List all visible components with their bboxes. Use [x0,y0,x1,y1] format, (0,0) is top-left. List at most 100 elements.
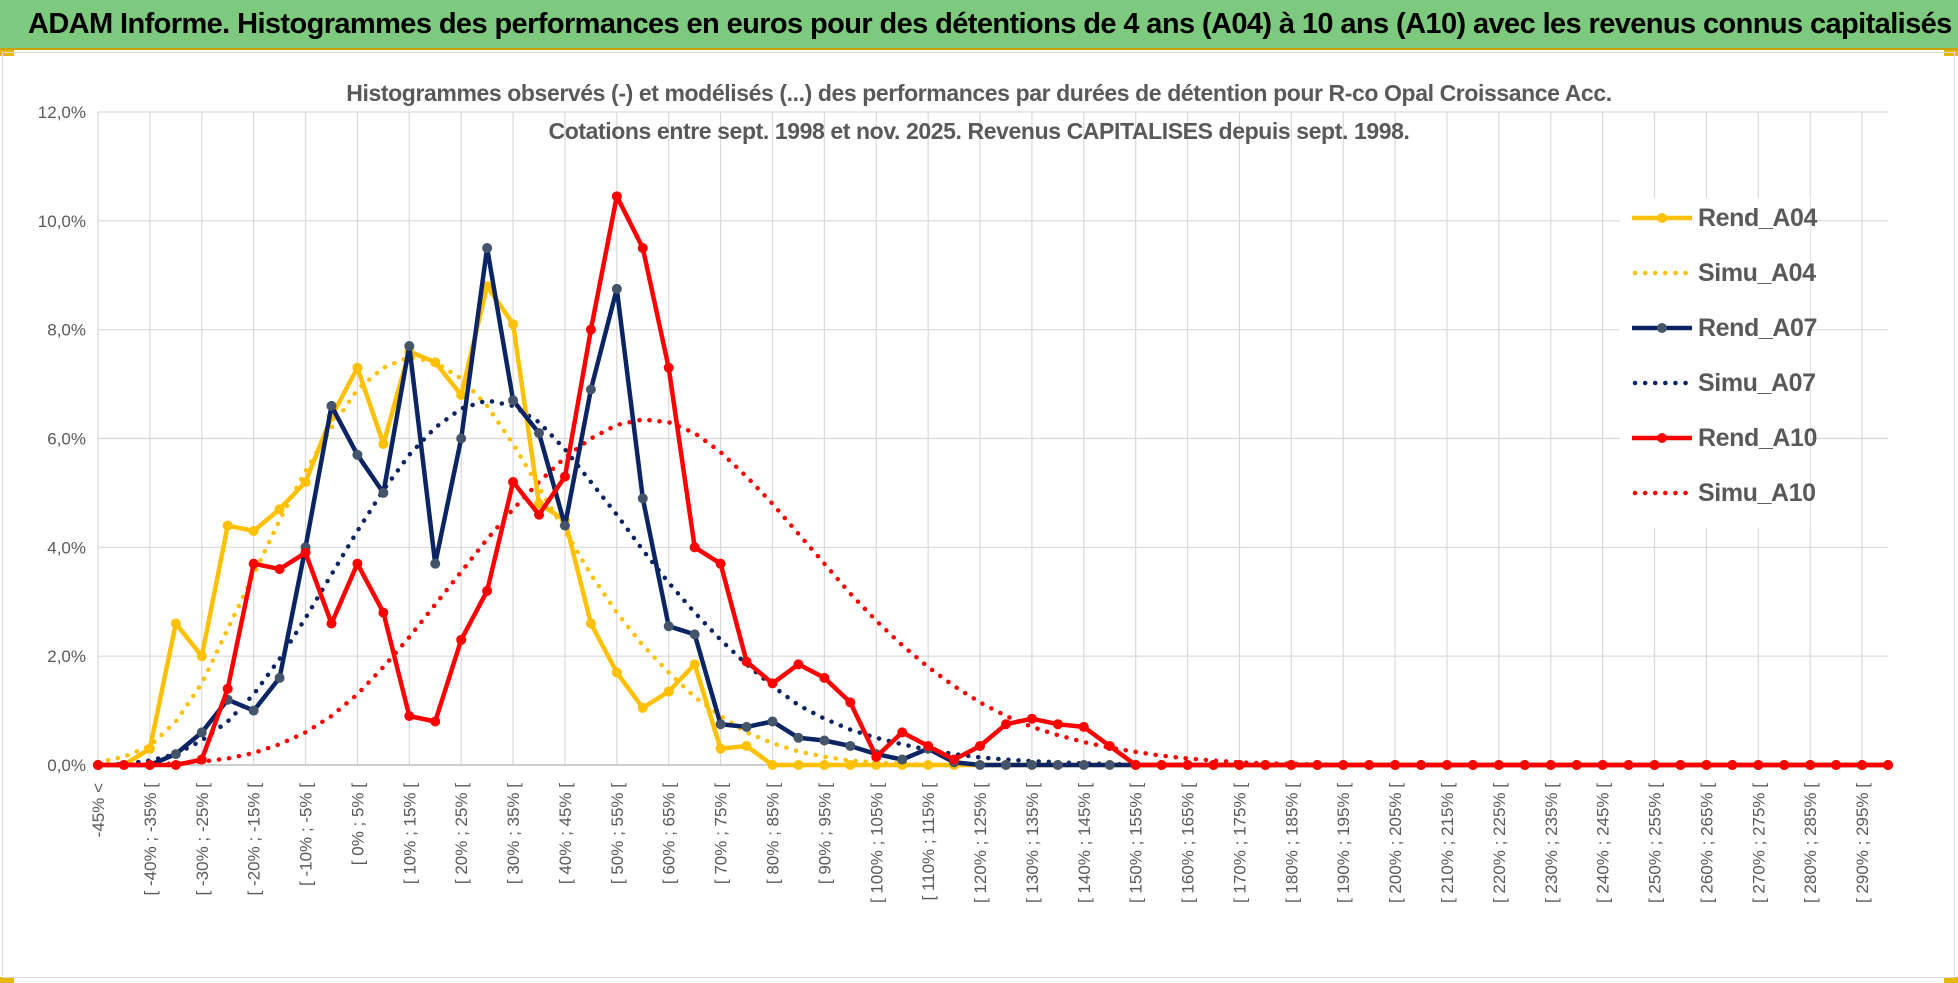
data-point-rend-a07 [1078,760,1089,770]
legend-item-rend-a04: Rend_A04 [1620,198,1817,238]
data-point-rend-a10 [1104,740,1115,751]
legend-swatch [1632,380,1692,386]
data-point-rend-a10 [1701,760,1712,770]
data-point-rend-a07 [456,433,467,444]
data-point-rend-a04 [871,760,882,770]
data-point-rend-a10 [559,471,570,482]
data-point-rend-a04 [819,760,830,770]
series-line-rend-a10 [98,194,1888,768]
data-point-rend-a10 [871,751,882,762]
data-point-rend-a10 [1338,760,1349,770]
data-point-rend-a10 [1857,760,1868,770]
data-point-rend-a10 [793,659,804,670]
data-point-rend-a10 [1208,760,1219,770]
data-point-rend-a07 [430,558,441,569]
legend-label: Rend_A04 [1698,204,1818,232]
data-point-rend-a04 [611,667,622,678]
data-point-rend-a10 [196,754,207,765]
data-point-rend-a07 [663,621,674,632]
data-point-rend-a04 [845,760,856,770]
data-point-rend-a10 [1727,760,1738,770]
header-banner: ADAM Informe. Histogrammes des performan… [0,0,1958,50]
legend-label: Rend_A07 [1698,314,1818,342]
data-point-rend-a10 [118,760,129,770]
data-point-rend-a10 [456,634,467,645]
corner-marker [0,977,14,983]
data-point-rend-a07 [793,732,804,743]
data-point-rend-a04 [923,760,934,770]
y-tick-label: 4,0% [47,538,86,557]
data-point-rend-a07 [352,449,363,460]
data-point-rend-a04 [767,760,778,770]
data-point-rend-a10 [1649,760,1660,770]
data-point-rend-a10 [1779,760,1790,770]
data-point-rend-a10 [1130,760,1141,770]
data-point-rend-a10 [949,754,960,765]
data-point-rend-a10 [300,547,311,558]
legend-swatch [1632,213,1692,223]
data-point-rend-a04 [170,618,181,629]
data-point-rend-a04 [637,702,648,713]
data-point-rend-a07 [845,740,856,751]
data-point-rend-a04 [222,520,233,531]
data-point-rend-a04 [534,498,545,509]
data-point-rend-a10 [1441,760,1452,770]
data-point-rend-a10 [663,362,674,373]
data-point-rend-a07 [404,340,415,351]
data-point-rend-a07 [1052,760,1063,770]
x-tick-label: [ -30% ; -25% [ [193,783,212,896]
data-point-rend-a10 [93,760,103,770]
data-point-rend-a10 [404,711,415,722]
x-tick-label: [ 150% ; 155% [ [1127,783,1146,903]
data-point-rend-a10 [248,558,259,569]
data-point-rend-a07 [559,520,570,531]
x-tick-label: [ 30% ; 35% [ [504,783,523,884]
data-point-rend-a04 [196,651,207,662]
chart-legend: Rend_A04 Simu_A04 Rend_A07 Simu_A07 Rend_A10… [1620,198,1817,528]
data-point-rend-a10 [1416,760,1427,770]
legend-label: Simu_A07 [1698,369,1816,397]
data-point-rend-a10 [144,760,155,770]
x-tick-label: [ 200% ; 205% [ [1386,783,1405,903]
data-point-rend-a10 [975,740,986,751]
data-point-rend-a10 [482,585,493,596]
data-point-rend-a10 [767,678,778,689]
data-point-rend-a10 [1078,721,1089,732]
data-point-rend-a10 [274,564,285,575]
data-point-rend-a10 [430,716,441,727]
data-point-rend-a07 [534,428,545,439]
data-point-rend-a04 [663,686,674,697]
x-tick-label: [ 140% ; 145% [ [1075,783,1094,903]
data-point-rend-a10 [1234,760,1245,770]
x-tick-label: [ 130% ; 135% [ [1023,783,1042,903]
data-point-rend-a07 [611,283,622,294]
data-point-rend-a04 [456,389,467,400]
data-point-rend-a10 [1571,760,1582,770]
data-point-rend-a10 [352,558,363,569]
data-point-rend-a10 [689,542,700,553]
data-point-rend-a10 [611,191,622,202]
data-point-rend-a04 [793,760,804,770]
data-point-rend-a10 [1390,760,1401,770]
x-tick-label: [ 120% ; 125% [ [971,783,990,903]
data-point-rend-a07 [975,760,986,770]
corner-marker [1944,50,1958,56]
data-point-rend-a07 [741,721,752,732]
data-point-rend-a10 [1519,760,1530,770]
legend-item-simu-a10: Simu_A10 [1620,473,1816,513]
x-tick-label: [ 180% ; 185% [ [1282,783,1301,903]
x-tick-label: -45% < [89,783,108,837]
data-point-rend-a04 [274,504,285,515]
data-point-rend-a07 [897,754,908,765]
data-point-rend-a07 [196,727,207,738]
data-point-rend-a10 [534,509,545,520]
data-point-rend-a10 [1182,760,1193,770]
data-point-rend-a10 [1052,719,1063,730]
x-tick-label: [ 10% ; 15% [ [400,783,419,884]
x-tick-label: [ 170% ; 175% [ [1230,783,1249,903]
data-point-rend-a10 [1883,760,1893,770]
data-point-rend-a10 [1156,760,1167,770]
x-tick-label: [ -20% ; -15% [ [245,783,264,896]
data-point-rend-a10 [1364,760,1375,770]
data-point-rend-a10 [1026,713,1037,724]
